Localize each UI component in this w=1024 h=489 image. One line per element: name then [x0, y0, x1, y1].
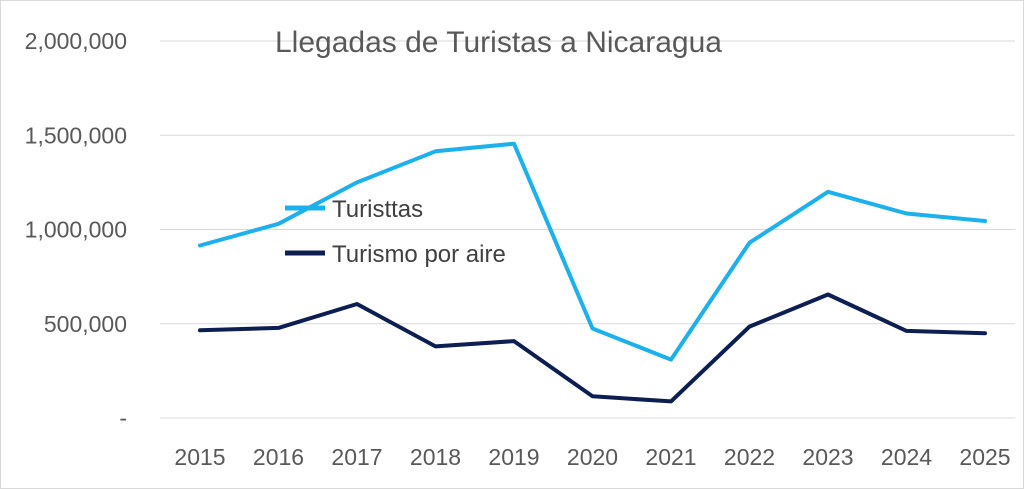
x-tick-label: 2022 — [724, 444, 775, 470]
legend: Turisttas Turismo por aire — [285, 196, 506, 268]
legend-label-turisttas: Turisttas — [332, 196, 423, 223]
x-tick-label: 2015 — [174, 444, 225, 470]
x-tick-label: 2024 — [881, 444, 932, 470]
y-tick-label: 500,000 — [44, 311, 127, 337]
y-tick-label: 1,500,000 — [25, 122, 127, 148]
x-tick-label: 2019 — [488, 444, 539, 470]
gridlines — [160, 40, 1015, 419]
x-tick-label: 2021 — [645, 444, 696, 470]
y-tick-label: 1,000,000 — [25, 217, 127, 243]
x-tick-label: 2017 — [331, 444, 382, 470]
chart-title: Llegadas de Turistas a Nicaragua — [275, 26, 722, 59]
legend-label-turismo-por-aire: Turismo por aire — [332, 241, 506, 268]
series-line-turismo-por-aire — [198, 292, 987, 404]
y-tick-label: 2,000,000 — [25, 28, 127, 54]
series-lines — [198, 141, 987, 404]
x-tick-label: 2018 — [410, 444, 461, 470]
x-tick-label: 2025 — [959, 444, 1010, 470]
x-tick-label: 2023 — [802, 444, 853, 470]
x-axis-ticks: 2015 2016 2017 2018 2019 2020 2021 2022 2023 2024… — [174, 444, 1010, 470]
x-tick-label: 2016 — [253, 444, 304, 470]
y-tick-label: - — [119, 405, 127, 431]
x-tick-label: 2020 — [567, 444, 618, 470]
y-axis-ticks: - 500,000 1,000,000 1,500,000 2,000,000 — [25, 28, 127, 431]
